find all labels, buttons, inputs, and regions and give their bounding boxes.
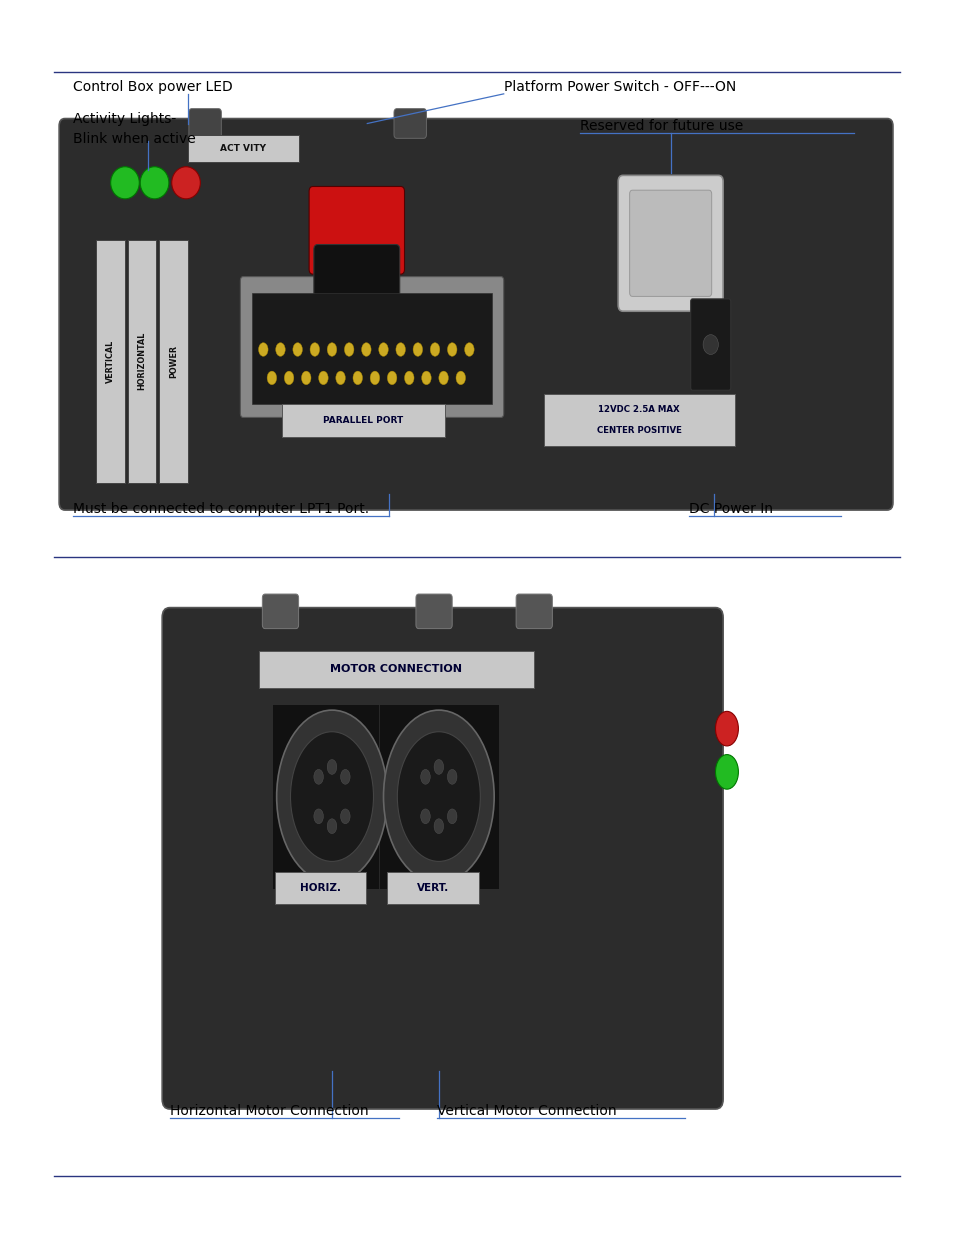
Ellipse shape bbox=[464, 342, 474, 357]
Ellipse shape bbox=[456, 372, 465, 385]
FancyBboxPatch shape bbox=[96, 240, 125, 483]
Ellipse shape bbox=[383, 710, 494, 883]
Ellipse shape bbox=[370, 372, 379, 385]
Text: Must be connected to computer LPT1 Port.: Must be connected to computer LPT1 Port. bbox=[73, 503, 369, 516]
FancyBboxPatch shape bbox=[618, 175, 722, 311]
FancyBboxPatch shape bbox=[240, 277, 503, 417]
Ellipse shape bbox=[172, 167, 200, 199]
Ellipse shape bbox=[404, 372, 414, 385]
Ellipse shape bbox=[314, 769, 323, 784]
Text: 12VDC 2.5A MAX: 12VDC 2.5A MAX bbox=[598, 405, 679, 414]
Ellipse shape bbox=[258, 342, 268, 357]
Ellipse shape bbox=[140, 167, 169, 199]
Ellipse shape bbox=[715, 711, 738, 746]
FancyBboxPatch shape bbox=[59, 119, 892, 510]
Text: Control Box power LED: Control Box power LED bbox=[73, 80, 233, 94]
FancyBboxPatch shape bbox=[162, 608, 722, 1109]
Text: DC Power In: DC Power In bbox=[688, 503, 772, 516]
Text: ACT VITY: ACT VITY bbox=[220, 143, 266, 153]
FancyBboxPatch shape bbox=[274, 872, 366, 904]
Ellipse shape bbox=[447, 769, 456, 784]
Ellipse shape bbox=[344, 342, 354, 357]
FancyBboxPatch shape bbox=[159, 240, 188, 483]
Ellipse shape bbox=[276, 710, 387, 883]
Ellipse shape bbox=[378, 342, 388, 357]
Ellipse shape bbox=[290, 731, 374, 862]
Ellipse shape bbox=[314, 809, 323, 824]
Bar bbox=[378, 704, 498, 889]
Ellipse shape bbox=[395, 342, 405, 357]
Text: Horizontal Motor Connection: Horizontal Motor Connection bbox=[170, 1104, 368, 1118]
FancyBboxPatch shape bbox=[309, 186, 404, 274]
Ellipse shape bbox=[327, 760, 336, 774]
Text: Activity Lights-: Activity Lights- bbox=[73, 112, 176, 126]
Ellipse shape bbox=[340, 769, 350, 784]
FancyBboxPatch shape bbox=[690, 299, 730, 390]
Ellipse shape bbox=[327, 342, 336, 357]
Ellipse shape bbox=[361, 342, 371, 357]
FancyBboxPatch shape bbox=[314, 245, 399, 338]
Ellipse shape bbox=[267, 372, 276, 385]
Text: MOTOR CONNECTION: MOTOR CONNECTION bbox=[330, 664, 462, 674]
Ellipse shape bbox=[715, 755, 738, 789]
Ellipse shape bbox=[327, 819, 336, 834]
Ellipse shape bbox=[353, 372, 362, 385]
Ellipse shape bbox=[275, 342, 285, 357]
FancyBboxPatch shape bbox=[543, 394, 734, 446]
FancyBboxPatch shape bbox=[394, 109, 426, 138]
Ellipse shape bbox=[396, 731, 480, 862]
Ellipse shape bbox=[293, 342, 302, 357]
Ellipse shape bbox=[111, 167, 139, 199]
FancyBboxPatch shape bbox=[516, 594, 552, 629]
FancyBboxPatch shape bbox=[189, 109, 221, 138]
Ellipse shape bbox=[420, 809, 430, 824]
Ellipse shape bbox=[335, 372, 345, 385]
Ellipse shape bbox=[301, 372, 311, 385]
Text: Reserved for future use: Reserved for future use bbox=[579, 120, 742, 133]
Ellipse shape bbox=[702, 335, 718, 354]
Ellipse shape bbox=[434, 819, 443, 834]
Ellipse shape bbox=[430, 342, 439, 357]
Ellipse shape bbox=[318, 372, 328, 385]
Text: HORIZONTAL: HORIZONTAL bbox=[137, 332, 147, 390]
Ellipse shape bbox=[447, 342, 456, 357]
Bar bbox=[272, 704, 392, 889]
Text: HORIZ.: HORIZ. bbox=[300, 883, 340, 893]
Ellipse shape bbox=[310, 342, 319, 357]
Text: CENTER POSITIVE: CENTER POSITIVE bbox=[597, 426, 680, 435]
FancyBboxPatch shape bbox=[416, 594, 452, 629]
FancyBboxPatch shape bbox=[629, 190, 711, 296]
Ellipse shape bbox=[284, 372, 294, 385]
Text: PARALLEL PORT: PARALLEL PORT bbox=[323, 416, 403, 425]
Ellipse shape bbox=[447, 809, 456, 824]
Ellipse shape bbox=[413, 342, 422, 357]
FancyBboxPatch shape bbox=[128, 240, 156, 483]
Ellipse shape bbox=[387, 372, 396, 385]
FancyBboxPatch shape bbox=[262, 594, 298, 629]
FancyBboxPatch shape bbox=[387, 872, 478, 904]
Ellipse shape bbox=[434, 760, 443, 774]
FancyBboxPatch shape bbox=[282, 404, 444, 437]
Ellipse shape bbox=[340, 809, 350, 824]
Text: VERTICAL: VERTICAL bbox=[106, 340, 115, 383]
Text: Blink when active: Blink when active bbox=[73, 132, 196, 146]
FancyBboxPatch shape bbox=[188, 135, 298, 162]
Ellipse shape bbox=[420, 769, 430, 784]
FancyBboxPatch shape bbox=[252, 293, 492, 404]
Text: POWER: POWER bbox=[169, 345, 178, 378]
Text: VERT.: VERT. bbox=[416, 883, 449, 893]
Text: Platform Power Switch - OFF---ON: Platform Power Switch - OFF---ON bbox=[503, 80, 735, 94]
Text: Vertical Motor Connection: Vertical Motor Connection bbox=[436, 1104, 616, 1118]
Ellipse shape bbox=[421, 372, 431, 385]
FancyBboxPatch shape bbox=[258, 651, 534, 688]
Ellipse shape bbox=[438, 372, 448, 385]
